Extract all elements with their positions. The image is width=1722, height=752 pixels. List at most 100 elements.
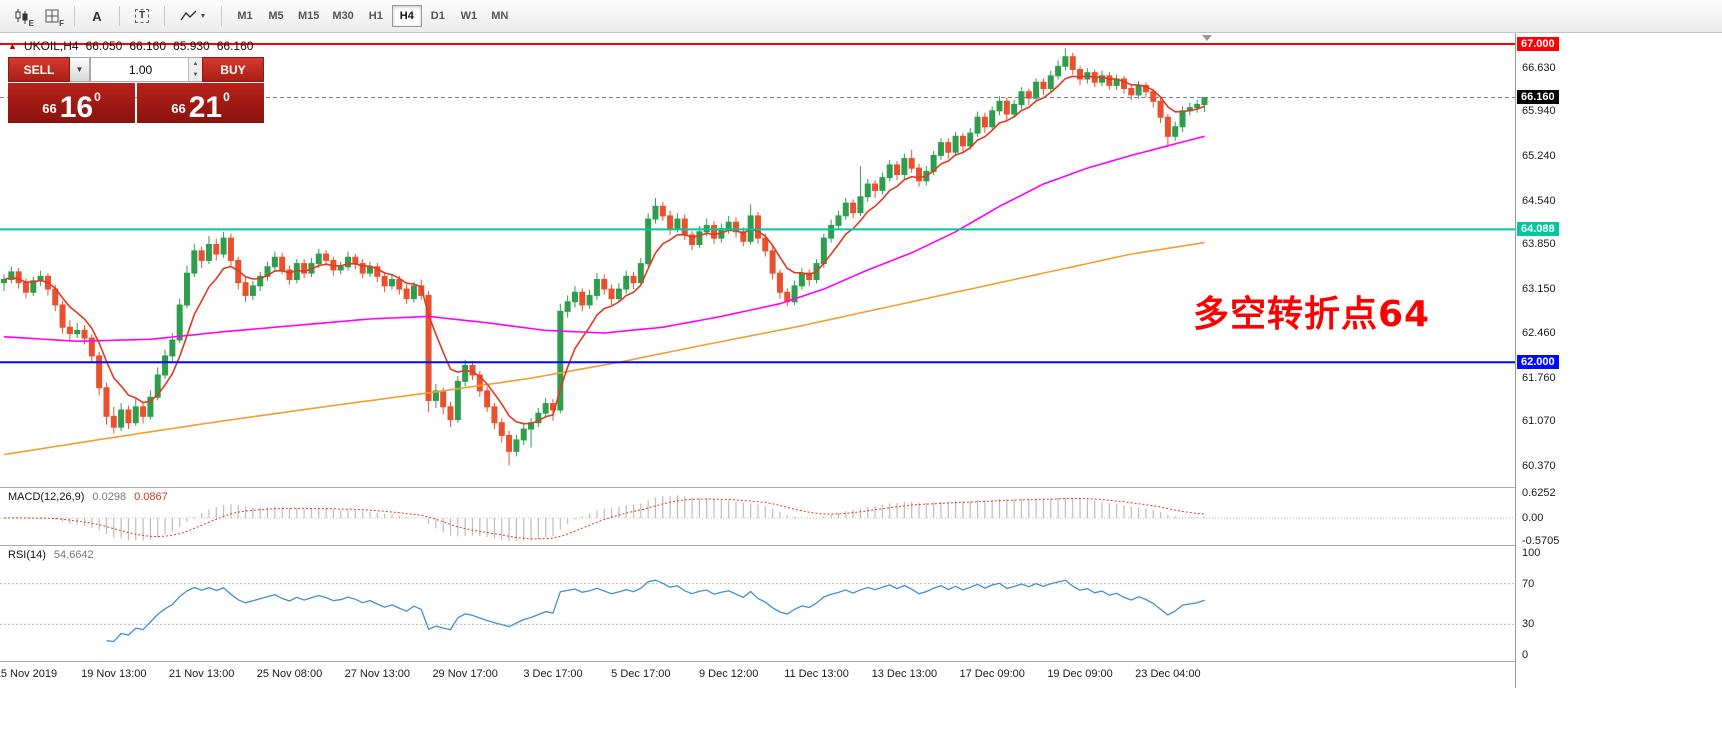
main-chart-canvas[interactable] [0,33,1515,487]
panel-separator [0,545,1515,546]
chevron-down-icon: ▼ [199,12,207,20]
axis-tick: 63.850 [1522,238,1556,251]
text-tool-icon: A [92,8,102,24]
axis-tick: 0.00 [1522,512,1544,524]
axis-tick: 0 [1522,649,1529,661]
rsi-canvas[interactable] [0,547,1515,661]
high-value: 66.160 [129,39,167,53]
sell-price-pips: 16 [59,90,94,124]
volume-increase-button[interactable]: ▲ [189,58,202,70]
time-axis-tick: 19 Nov 13:00 [81,668,147,680]
macd-label: MACD(12,26,9) 0.0298 0.0867 [8,491,168,503]
time-axis-tick: 9 Dec 12:00 [699,668,759,680]
panel-separator [0,661,1515,662]
axis-tick: 65.240 [1522,150,1556,163]
timeframe-w1-button[interactable]: W1 [454,5,484,27]
time-axis-tick: 11 Dec 13:00 [784,668,849,680]
one-click-price-row: 66 16 0 66 21 0 [8,83,264,123]
time-axis-tick: 5 Dec 17:00 [611,668,671,680]
time-axis-tick: 13 Dec 13:00 [871,668,938,680]
buy-price-big-figure: 66 [171,101,186,116]
label-tool-icon: T [134,9,150,23]
timeframe-m1-button[interactable]: M1 [230,5,260,27]
buy-button[interactable]: BUY [202,57,264,82]
axis-tick: 63.150 [1522,283,1556,296]
time-axis-tick: 27 Nov 13:00 [344,668,411,680]
chart-annotation[interactable]: 多空转折点64 [1193,294,1431,335]
buy-price-pips: 21 [188,90,223,124]
level-price-label: 67.000 [1517,37,1559,51]
time-axis[interactable]: 15 Nov 2019 19 Nov 13:00 21 Nov 13:00 25 No… [0,662,1515,688]
axis-tick: 66.630 [1522,61,1556,74]
grid-icon [45,9,58,22]
chart-shift-marker-icon[interactable] [1202,35,1212,41]
timeframe-m15-button[interactable]: M15 [292,5,325,27]
volume-field: ▲ ▼ [90,57,202,82]
tool-hotkey-label: E [28,19,34,28]
timeframe-h4-button[interactable]: H4 [391,5,422,27]
time-axis-tick: 15 Nov 2019 [0,668,58,680]
chart-area: ▲ UKOIL,H4 66.050 66.160 65.930 66.160 S… [0,33,1722,752]
toolbar-separator [221,6,222,26]
close-value: 66.160 [216,39,254,53]
timeframe-m5-button[interactable]: M5 [261,5,291,27]
axis-tick: 100 [1522,547,1541,559]
macd-title: MACD(12,26,9) [8,491,85,503]
label-tool-button[interactable]: T [128,4,156,28]
time-axis-tick: 17 Dec 09:00 [959,668,1025,680]
axis-tick: 61.760 [1522,371,1556,384]
text-tool-button[interactable]: A [83,4,111,28]
axis-tick: 65.940 [1522,105,1556,118]
sell-price-display[interactable]: 66 16 0 [8,83,135,123]
axis-tick: -0.5705 [1522,534,1560,547]
axis-tick: 70 [1522,577,1535,590]
timeframe-m30-button[interactable]: M30 [326,5,359,27]
buy-price-point: 0 [223,90,230,104]
time-axis-tick: 3 Dec 17:00 [523,668,583,680]
sell-price-point: 0 [94,90,101,104]
rsi-value: 54.6642 [53,549,94,561]
candlestick-chart-tool-button[interactable]: E [8,4,36,28]
one-click-toggle-icon[interactable]: ▲ [8,41,17,51]
timeframe-d1-button[interactable]: D1 [423,5,453,27]
volume-spinner: ▲ ▼ [188,58,202,81]
timeframe-h1-button[interactable]: H1 [361,5,391,27]
sell-button[interactable]: SELL [8,57,70,82]
axis-tick: 64.540 [1522,194,1556,207]
macd-main-value: 0.0298 [92,491,127,503]
volume-dropdown-button[interactable]: ▼ [70,57,90,82]
level-price-label: 64.088 [1517,222,1559,237]
toolbar-separator [119,6,120,26]
ohlc-header: ▲ UKOIL,H4 66.050 66.160 65.930 66.160 [8,39,253,53]
timeframe-group: M1 M5 M15 M30 H1 H4 D1 W1 MN [230,5,515,27]
symbol-timeframe-label: UKOIL,H4 [23,39,79,53]
time-axis-tick: 29 Nov 17:00 [432,668,498,680]
axis-tick: 61.070 [1522,415,1556,428]
axis-tick: 60.370 [1522,459,1556,472]
macd-signal-value: 0.0867 [134,491,168,503]
panel-separator [0,487,1515,488]
volume-decrease-button[interactable]: ▼ [189,69,202,81]
toolbar: E F A T ▼ M1 M5 M15 M30 H1 H4 D1 W1 MN [0,0,1722,33]
toolbar-separator [74,6,75,26]
grid-tool-button[interactable]: F [38,4,66,28]
volume-input[interactable] [91,58,202,81]
time-axis-tick: 19 Dec 09:00 [1047,668,1113,680]
time-axis-tick: 25 Nov 08:00 [256,668,323,680]
one-click-order-row: SELL ▼ ▲ ▼ BUY [8,57,264,82]
price-axis[interactable]: 66.630 65.940 65.240 64.540 63.850 63.150 62.4… [1516,33,1722,688]
level-price-label: 62.000 [1517,355,1559,370]
low-value: 65.930 [173,39,210,53]
tool-hotkey-label: F [59,19,64,28]
rsi-title: RSI(14) [8,549,46,561]
macd-canvas[interactable] [0,489,1515,545]
cursor-tool-button[interactable]: ▼ [173,4,213,28]
buy-price-display[interactable]: 66 21 0 [137,83,264,123]
open-value: 66.050 [85,39,123,53]
sell-price-big-figure: 66 [42,101,57,116]
chevron-down-icon: ▼ [75,65,84,74]
timeframe-mn-button[interactable]: MN [485,5,515,27]
candlestick-icon [15,9,28,24]
